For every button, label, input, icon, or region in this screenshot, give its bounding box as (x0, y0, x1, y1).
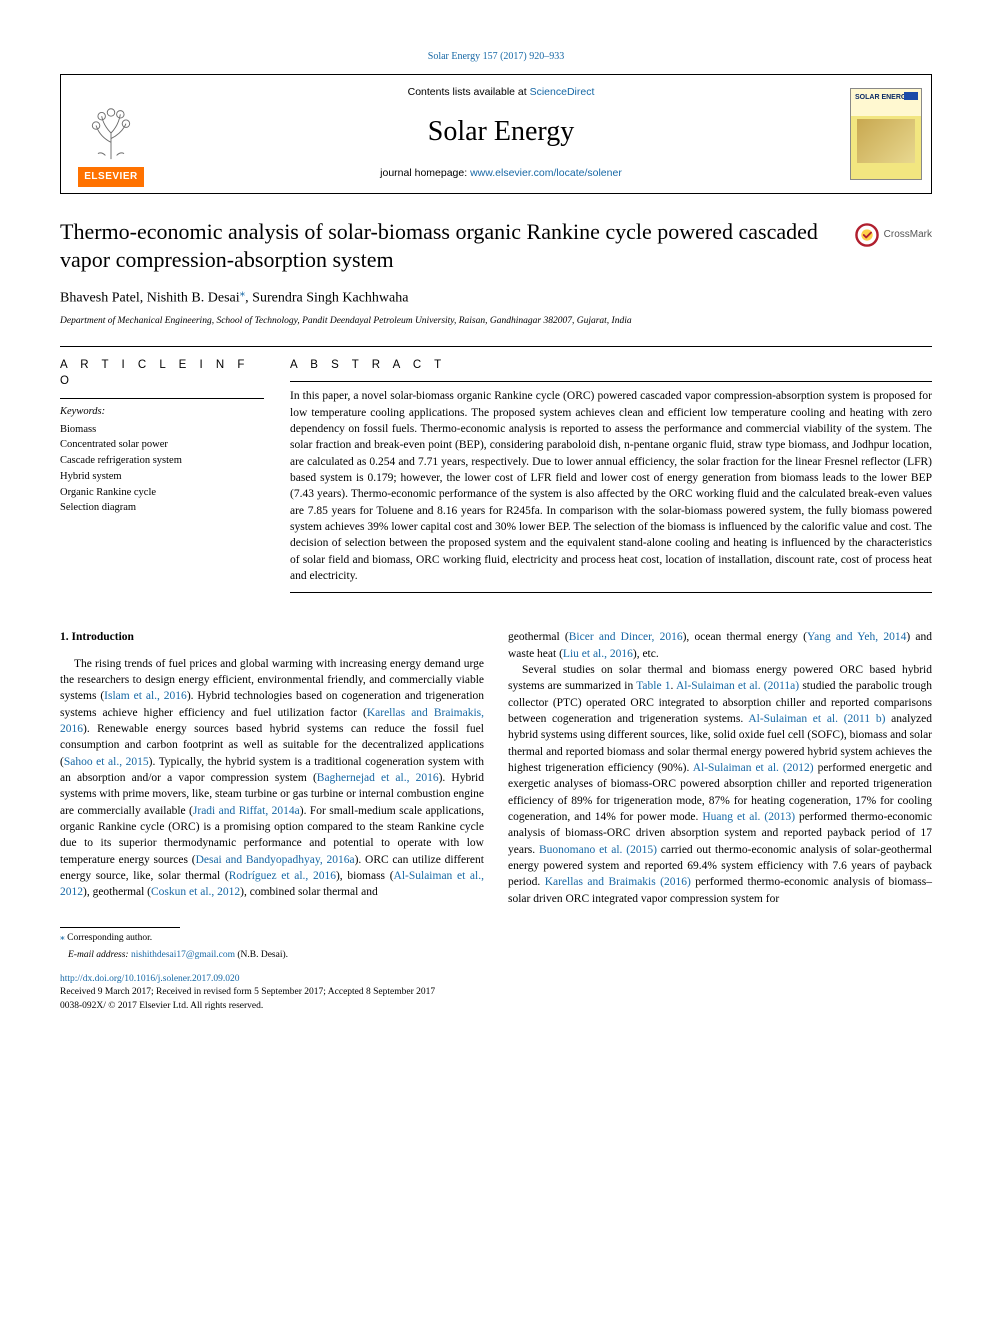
keyword-item: Selection diagram (60, 500, 264, 516)
body-column-left: 1. Introduction The rising trends of fue… (60, 629, 484, 907)
keyword-item: Concentrated solar power (60, 437, 264, 453)
citation-link[interactable]: Al-Sulaiman et al. (2011 b) (748, 713, 885, 725)
keyword-item: Hybrid system (60, 469, 264, 485)
table-link[interactable]: Table 1 (636, 680, 670, 692)
info-abstract-row: A R T I C L E I N F O Keywords: Biomass … (60, 347, 932, 593)
text-run: ), geothermal ( (83, 886, 151, 898)
citation-link[interactable]: Buonomano et al. (2015) (539, 844, 657, 856)
contents-prefix: Contents lists available at (408, 86, 530, 98)
keyword-item: Organic Rankine cycle (60, 485, 264, 501)
citation-link[interactable]: Rodríguez et al., 2016 (229, 870, 336, 882)
article-info-heading: A R T I C L E I N F O (60, 347, 264, 398)
corresponding-footnote: ⁎ Corresponding author. (60, 932, 932, 945)
citation-link[interactable]: Yang and Yeh, 2014 (807, 631, 906, 643)
cover-image-icon (857, 119, 915, 163)
footnote-marker-icon: ⁎ (60, 933, 65, 943)
elsevier-logo-text: ELSEVIER (78, 167, 143, 187)
citation-link[interactable]: Sahoo et al., 2015 (64, 756, 149, 768)
keyword-item: Cascade refrigeration system (60, 453, 264, 469)
crossmark-icon (854, 222, 880, 248)
citation-link[interactable]: Coskun et al., 2012 (151, 886, 240, 898)
journal-header: ELSEVIER Contents lists available at Sci… (60, 74, 932, 194)
email-label: E-mail address: (68, 950, 129, 960)
article-title: Thermo-economic analysis of solar-biomas… (60, 218, 836, 274)
homepage-prefix: journal homepage: (380, 167, 470, 179)
sciencedirect-link[interactable]: ScienceDirect (530, 86, 595, 98)
journal-title: Solar Energy (171, 112, 831, 152)
cover-badge-icon (904, 92, 918, 100)
paragraph: geothermal (Bicer and Dincer, 2016), oce… (508, 629, 932, 662)
abstract-heading: A B S T R A C T (290, 347, 932, 381)
citation-link[interactable]: Karellas and Braimakis (2016) (545, 876, 691, 888)
citation-link[interactable]: Islam et al., 2016 (104, 690, 187, 702)
crossmark-label: CrossMark (884, 228, 932, 242)
citation-link[interactable]: Desai and Bandyopadhyay, 2016a (196, 854, 355, 866)
keywords-list: Biomass Concentrated solar power Cascade… (60, 422, 264, 517)
elsevier-tree-icon (83, 105, 139, 161)
header-center: Contents lists available at ScienceDirec… (161, 75, 841, 193)
cover-cell: SOLAR ENERGY (841, 75, 931, 193)
divider (290, 592, 932, 593)
corr-label: Corresponding author. (67, 933, 152, 943)
text-run: ), etc. (633, 648, 659, 660)
paragraph: Several studies on solar thermal and bio… (508, 662, 932, 907)
doi-line: http://dx.doi.org/10.1016/j.solener.2017… (60, 973, 932, 986)
cover-title: SOLAR ENERGY (855, 94, 911, 102)
citation-link[interactable]: Jradi and Riffat, 2014a (193, 805, 300, 817)
keyword-item: Biomass (60, 422, 264, 438)
text-run: ), biomass ( (336, 870, 394, 882)
doi-link[interactable]: http://dx.doi.org/10.1016/j.solener.2017… (60, 974, 240, 984)
citation-link[interactable]: Baghernejad et al., 2016 (317, 772, 439, 784)
section-heading: 1. Introduction (60, 629, 484, 645)
citation-link[interactable]: Solar Energy 157 (2017) 920–933 (428, 51, 564, 62)
email-link[interactable]: nishithdesai17@gmail.com (131, 950, 235, 960)
abstract-text: In this paper, a novel solar-biomass org… (290, 388, 932, 584)
homepage-link[interactable]: www.elsevier.com/locate/solener (470, 167, 622, 179)
abstract-column: A B S T R A C T In this paper, a novel s… (290, 347, 932, 593)
text-run: ), combined solar thermal and (240, 886, 378, 898)
contents-available-line: Contents lists available at ScienceDirec… (171, 85, 831, 100)
paragraph: The rising trends of fuel prices and glo… (60, 656, 484, 901)
body-column-right: geothermal (Bicer and Dincer, 2016), oce… (508, 629, 932, 907)
citation-link[interactable]: Al-Sulaiman et al. (2012) (693, 762, 814, 774)
body-columns: 1. Introduction The rising trends of fue… (60, 629, 932, 907)
citation-link[interactable]: Al-Sulaiman et al. (2011a) (676, 680, 799, 692)
citation-link[interactable]: Huang et al. (2013) (702, 811, 795, 823)
citation-link[interactable]: Liu et al., 2016 (563, 648, 633, 660)
title-row: Thermo-economic analysis of solar-biomas… (60, 218, 932, 274)
received-line: Received 9 March 2017; Received in revis… (60, 986, 932, 999)
authors-part1: Bhavesh Patel, Nishith B. Desai (60, 291, 240, 306)
text-run: ), ocean thermal energy ( (683, 631, 807, 643)
article-info-column: A R T I C L E I N F O Keywords: Biomass … (60, 347, 290, 593)
citation-line: Solar Energy 157 (2017) 920–933 (60, 50, 932, 64)
publisher-cell: ELSEVIER (61, 75, 161, 193)
citation-link[interactable]: Bicer and Dincer, 2016 (569, 631, 683, 643)
authors-line: Bhavesh Patel, Nishith B. Desai⁎, Surend… (60, 286, 932, 309)
copyright-line: 0038-092X/ © 2017 Elsevier Ltd. All righ… (60, 1000, 932, 1013)
email-suffix: (N.B. Desai). (235, 950, 288, 960)
authors-part2: , Surendra Singh Kachhwaha (245, 291, 408, 306)
email-footnote: E-mail address: nishithdesai17@gmail.com… (60, 949, 932, 962)
text-run: geothermal ( (508, 631, 569, 643)
crossmark-badge[interactable]: CrossMark (854, 222, 932, 248)
affiliation: Department of Mechanical Engineering, Sc… (60, 315, 932, 328)
journal-homepage-line: journal homepage: www.elsevier.com/locat… (171, 166, 831, 181)
journal-cover-thumbnail: SOLAR ENERGY (850, 88, 922, 180)
keywords-label: Keywords: (60, 405, 264, 420)
footnote-separator (60, 927, 180, 928)
